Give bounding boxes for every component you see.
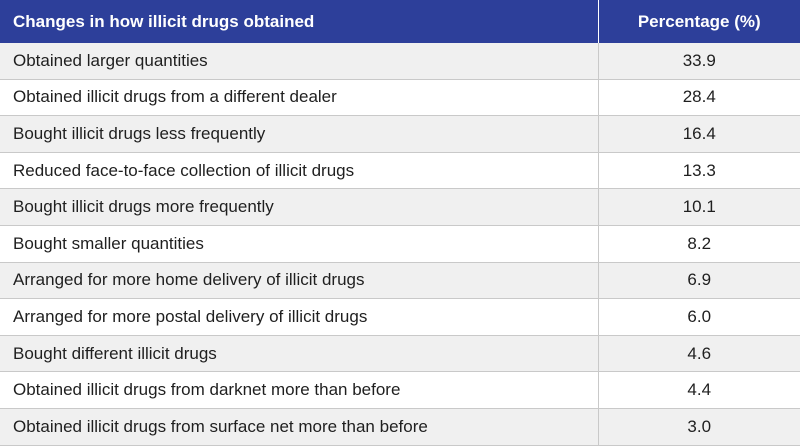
- row-value-cell: 33.9: [598, 43, 800, 80]
- row-label-cell: Obtained larger quantities: [0, 43, 599, 80]
- row-label-cell: Bought illicit drugs more frequently: [0, 188, 599, 226]
- row-value-cell: 16.4: [598, 115, 800, 153]
- table-row: Obtained illicit drugs from a different …: [0, 79, 800, 117]
- table-header-row: Changes in how illicit drugs obtained Pe…: [0, 0, 800, 43]
- row-label-cell: Obtained illicit drugs from surface net …: [0, 408, 599, 446]
- column-header-percentage: Percentage (%): [598, 0, 800, 43]
- table-row: Bought different illicit drugs 4.6: [0, 335, 800, 373]
- row-label-cell: Reduced face-to-face collection of illic…: [0, 152, 599, 190]
- table-row: Bought smaller quantities 8.2: [0, 225, 800, 263]
- row-label-cell: Bought different illicit drugs: [0, 335, 599, 373]
- table-row: Bought illicit drugs less frequently 16.4: [0, 115, 800, 153]
- row-value-cell: 6.9: [598, 262, 800, 300]
- table-row: Obtained larger quantities 33.9: [0, 43, 800, 80]
- table-row: Bought illicit drugs more frequently 10.1: [0, 188, 800, 226]
- row-label-cell: Arranged for more home delivery of illic…: [0, 262, 599, 300]
- table-row: Obtained illicit drugs from darknet more…: [0, 371, 800, 409]
- row-label-cell: Obtained illicit drugs from darknet more…: [0, 371, 599, 409]
- row-label-cell: Arranged for more postal delivery of ill…: [0, 298, 599, 336]
- row-label-cell: Bought illicit drugs less frequently: [0, 115, 599, 153]
- row-value-cell: 8.2: [598, 225, 800, 263]
- table-row: Arranged for more postal delivery of ill…: [0, 298, 800, 336]
- row-value-cell: 28.4: [598, 79, 800, 117]
- row-value-cell: 13.3: [598, 152, 800, 190]
- row-value-cell: 4.6: [598, 335, 800, 373]
- table-body: Obtained larger quantities 33.9 Obtained i…: [0, 43, 800, 446]
- table-row: Reduced face-to-face collection of illic…: [0, 152, 800, 190]
- column-header-changes: Changes in how illicit drugs obtained: [0, 0, 599, 43]
- row-value-cell: 6.0: [598, 298, 800, 336]
- row-value-cell: 3.0: [598, 408, 800, 446]
- table-row: Obtained illicit drugs from surface net …: [0, 408, 800, 446]
- row-label-cell: Bought smaller quantities: [0, 225, 599, 263]
- row-value-cell: 10.1: [598, 188, 800, 226]
- row-value-cell: 4.4: [598, 371, 800, 409]
- table-row: Arranged for more home delivery of illic…: [0, 262, 800, 300]
- row-label-cell: Obtained illicit drugs from a different …: [0, 79, 599, 117]
